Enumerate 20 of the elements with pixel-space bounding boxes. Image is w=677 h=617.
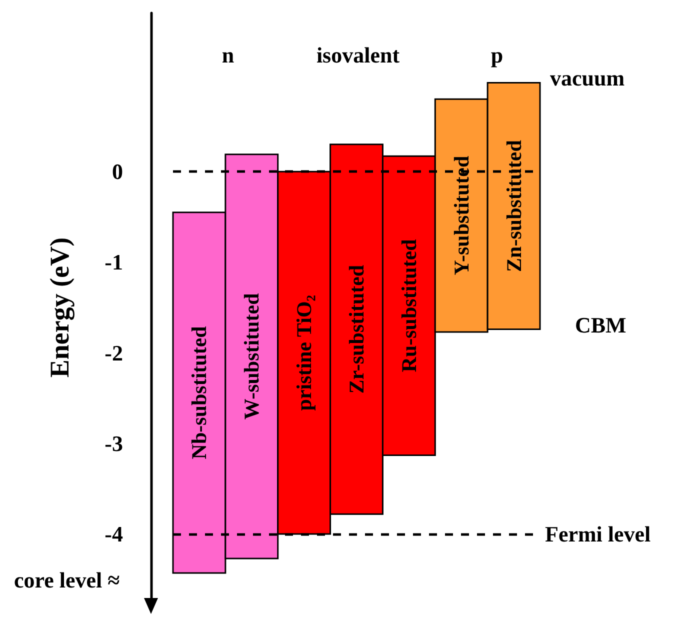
y-axis-title: Energy (eV)	[44, 237, 74, 378]
y-tick-label: -4	[104, 522, 123, 547]
y-tick-label: -1	[104, 250, 123, 275]
x-tick-label: Nb-substituted	[187, 326, 212, 460]
annotation: p	[490, 42, 504, 68]
x-tick-label: Zr-substituted	[344, 264, 368, 394]
text: core level ≈	[14, 568, 120, 592]
text: CBM	[575, 312, 627, 338]
x-tick-label: pristine TiO₂	[292, 294, 316, 411]
x-tick-label: Zn-substituted	[502, 140, 526, 272]
text: vacuum	[550, 66, 625, 90]
annotation: n	[222, 42, 234, 68]
y-tick-label: -2	[104, 340, 123, 366]
ref-line-label: Fermi level	[545, 522, 651, 547]
y-tick-label: -3	[104, 430, 123, 456]
x-tick-label: W-substituted	[240, 292, 264, 420]
x-tick-label: Ru-substituted	[396, 238, 421, 372]
x-tick-label: Y-substituted	[449, 155, 474, 276]
y-tick-label: 0	[112, 159, 123, 184]
annotation: isovalent	[316, 42, 400, 68]
